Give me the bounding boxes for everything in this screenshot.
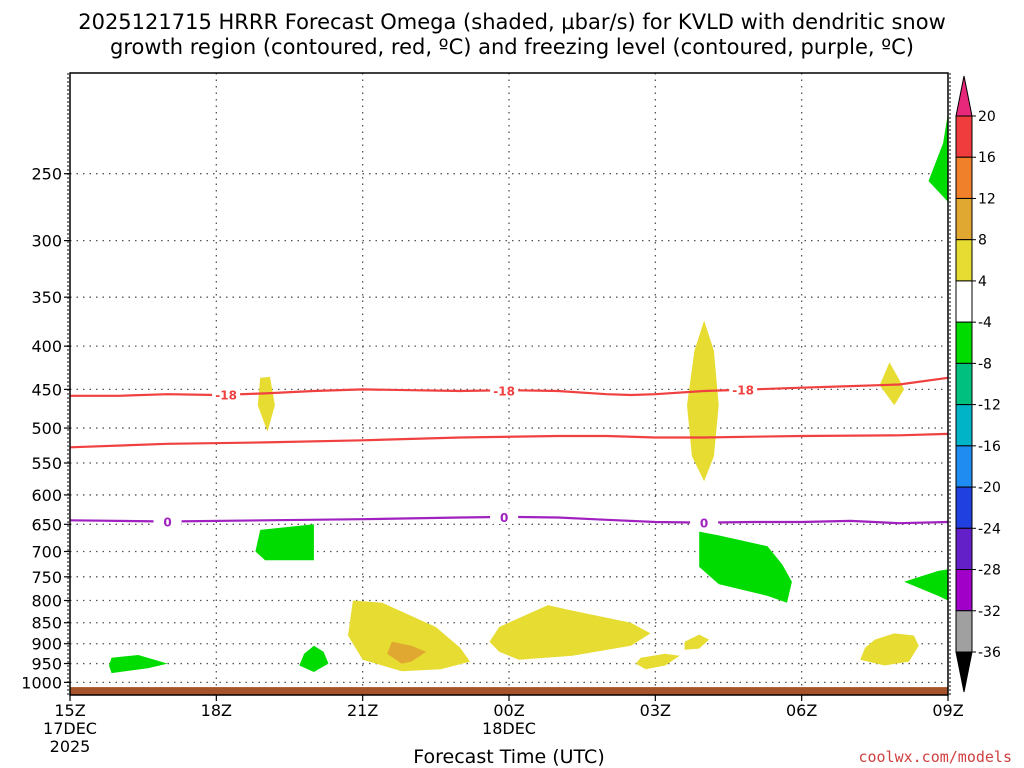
contour-label-bg-dgz-top-minus18-0 (212, 386, 241, 402)
contour-dgz-bottom-minus12 (69, 432, 949, 449)
colorbar-label-6: -8 (978, 356, 992, 372)
x-axis-title: Forecast Time (UTC) (413, 746, 604, 768)
colorbar-label-7: -12 (978, 398, 1001, 414)
colorbar-bin-2 (955, 197, 973, 241)
contour-freezing-level-0 (69, 515, 949, 525)
y-tick-label-400: 400 (31, 337, 62, 356)
colorbar-label-9: -20 (978, 480, 1001, 496)
y-tick-label-250: 250 (31, 165, 62, 184)
omega-region-1 (928, 113, 948, 265)
x-tick-label-15Z-2: 17DEC (43, 719, 97, 738)
x-tick-label-00Z-2: 18DEC (482, 719, 536, 738)
colorbar-label-2: 12 (978, 191, 996, 207)
y-tick-label-350: 350 (31, 288, 62, 307)
contour-label-dgz-top-minus18-2: -18 (732, 384, 754, 398)
colorbar-label-1: 16 (978, 150, 996, 166)
omega-region-14 (109, 655, 168, 674)
terrain-ground (70, 687, 948, 695)
colorbar-bin-11 (955, 569, 973, 612)
colorbar-bin-0 (955, 115, 973, 158)
contour-label-bg-freezing-level-0-2 (690, 514, 719, 530)
x-tick-label-09Z-1: 09Z (932, 701, 963, 720)
contour-label-bg-dgz-top-minus18-2 (729, 381, 758, 397)
x-tick-label-03Z-1: 03Z (640, 701, 671, 720)
omega-region-3 (687, 320, 719, 482)
y-tick-label-300: 300 (31, 232, 62, 251)
y-tick-label-950: 950 (31, 655, 62, 674)
colorbar-bin-3 (955, 239, 973, 282)
colorbar-label-0: 20 (978, 109, 996, 125)
contour-label-bg-freezing-level-0-1 (490, 508, 519, 524)
x-tick-label-21Z-1: 21Z (347, 701, 378, 720)
colorbar-top-arrow (955, 75, 973, 117)
omega-region-5 (255, 524, 314, 561)
omega-region-13 (860, 633, 919, 666)
omega-region-2 (257, 376, 275, 432)
omega-region-8 (348, 600, 470, 672)
omega-region-6 (699, 531, 792, 603)
contour-label-freezing-level-0-0: 0 (163, 515, 171, 529)
x-tick-label-06Z-1: 06Z (786, 701, 817, 720)
colorbar-bin-8 (955, 445, 973, 488)
y-tick-label-850: 850 (31, 614, 62, 633)
chart-title-line-1: 2025121715 HRRR Forecast Omega (shaded, … (78, 10, 946, 34)
colorbar-bin-5 (955, 321, 973, 364)
colorbar-label-11: -28 (978, 563, 1001, 579)
y-tick-label-500: 500 (31, 419, 62, 438)
contour-label-dgz-top-minus18-1: -18 (493, 384, 515, 398)
colorbar-bin-7 (955, 404, 973, 447)
y-tick-label-750: 750 (31, 568, 62, 587)
y-tick-label-900: 900 (31, 635, 62, 654)
colorbar-bin-4 (955, 280, 973, 323)
y-tick-label-450: 450 (31, 380, 62, 399)
y-tick-label-550: 550 (31, 454, 62, 473)
x-tick-label-18Z-1: 18Z (201, 701, 232, 720)
y-tick-label-600: 600 (31, 486, 62, 505)
colorbar-label-13: -36 (978, 645, 1001, 661)
y-tick-label-700: 700 (31, 543, 62, 562)
colorbar-label-10: -24 (978, 521, 1001, 537)
colorbar-bottom-arrow (955, 651, 973, 693)
colorbar-bin-9 (955, 486, 973, 529)
x-tick-label-15Z-3: 2025 (50, 737, 91, 756)
colorbar-bin-1 (955, 156, 973, 199)
contour-lines: -18 -18 -18 0 0 0 (69, 376, 949, 531)
y-tick-label-800: 800 (31, 591, 62, 610)
omega-region-12 (684, 634, 709, 650)
terrain-band (70, 687, 948, 695)
x-tick-label-15Z-1: 15Z (54, 701, 85, 720)
contour-label-freezing-level-0-2: 0 (700, 517, 708, 531)
colorbar-label-4: 4 (978, 274, 987, 290)
omega-region-7 (904, 569, 948, 601)
colorbar-bin-12 (955, 610, 973, 653)
contour-label-freezing-level-0-1: 0 (500, 511, 508, 525)
omega-shaded-regions (109, 113, 948, 674)
y-tick-label-650: 650 (31, 515, 62, 534)
omega-region-15 (299, 645, 329, 672)
colorbar-label-8: -16 (978, 439, 1001, 455)
colorbar-label-12: -32 (978, 604, 1001, 620)
colorbar-bin-6 (955, 362, 973, 406)
contour-label-dgz-top-minus18-0: -18 (215, 389, 237, 403)
y-tick-label-1000: 1000 (21, 673, 62, 692)
omega-colorbar: 20 16 12 8 4 -4 -8 -12 -16 -20 -24 -28 -32 -36 (955, 75, 1001, 693)
omega-region-11 (635, 653, 680, 670)
pressure-axis: 250 300 350 400 450 500 550 600 650 700 750 800 850 9… (21, 165, 70, 692)
contour-label-bg-dgz-top-minus18-1 (490, 382, 519, 398)
contour-label-bg-freezing-level-0-0 (153, 513, 182, 529)
colorbar-label-5: -4 (978, 315, 992, 331)
colorbar-label-3: 8 (978, 233, 987, 249)
omega-region-9 (387, 641, 427, 664)
omega-region-10 (489, 605, 651, 660)
credit-link[interactable]: coolwx.com/models (858, 748, 1012, 766)
chart-title-line-2: growth region (contoured, red, ºC) and f… (110, 35, 914, 59)
colorbar-bin-10 (955, 527, 973, 571)
x-tick-label-00Z-1: 00Z (493, 701, 524, 720)
